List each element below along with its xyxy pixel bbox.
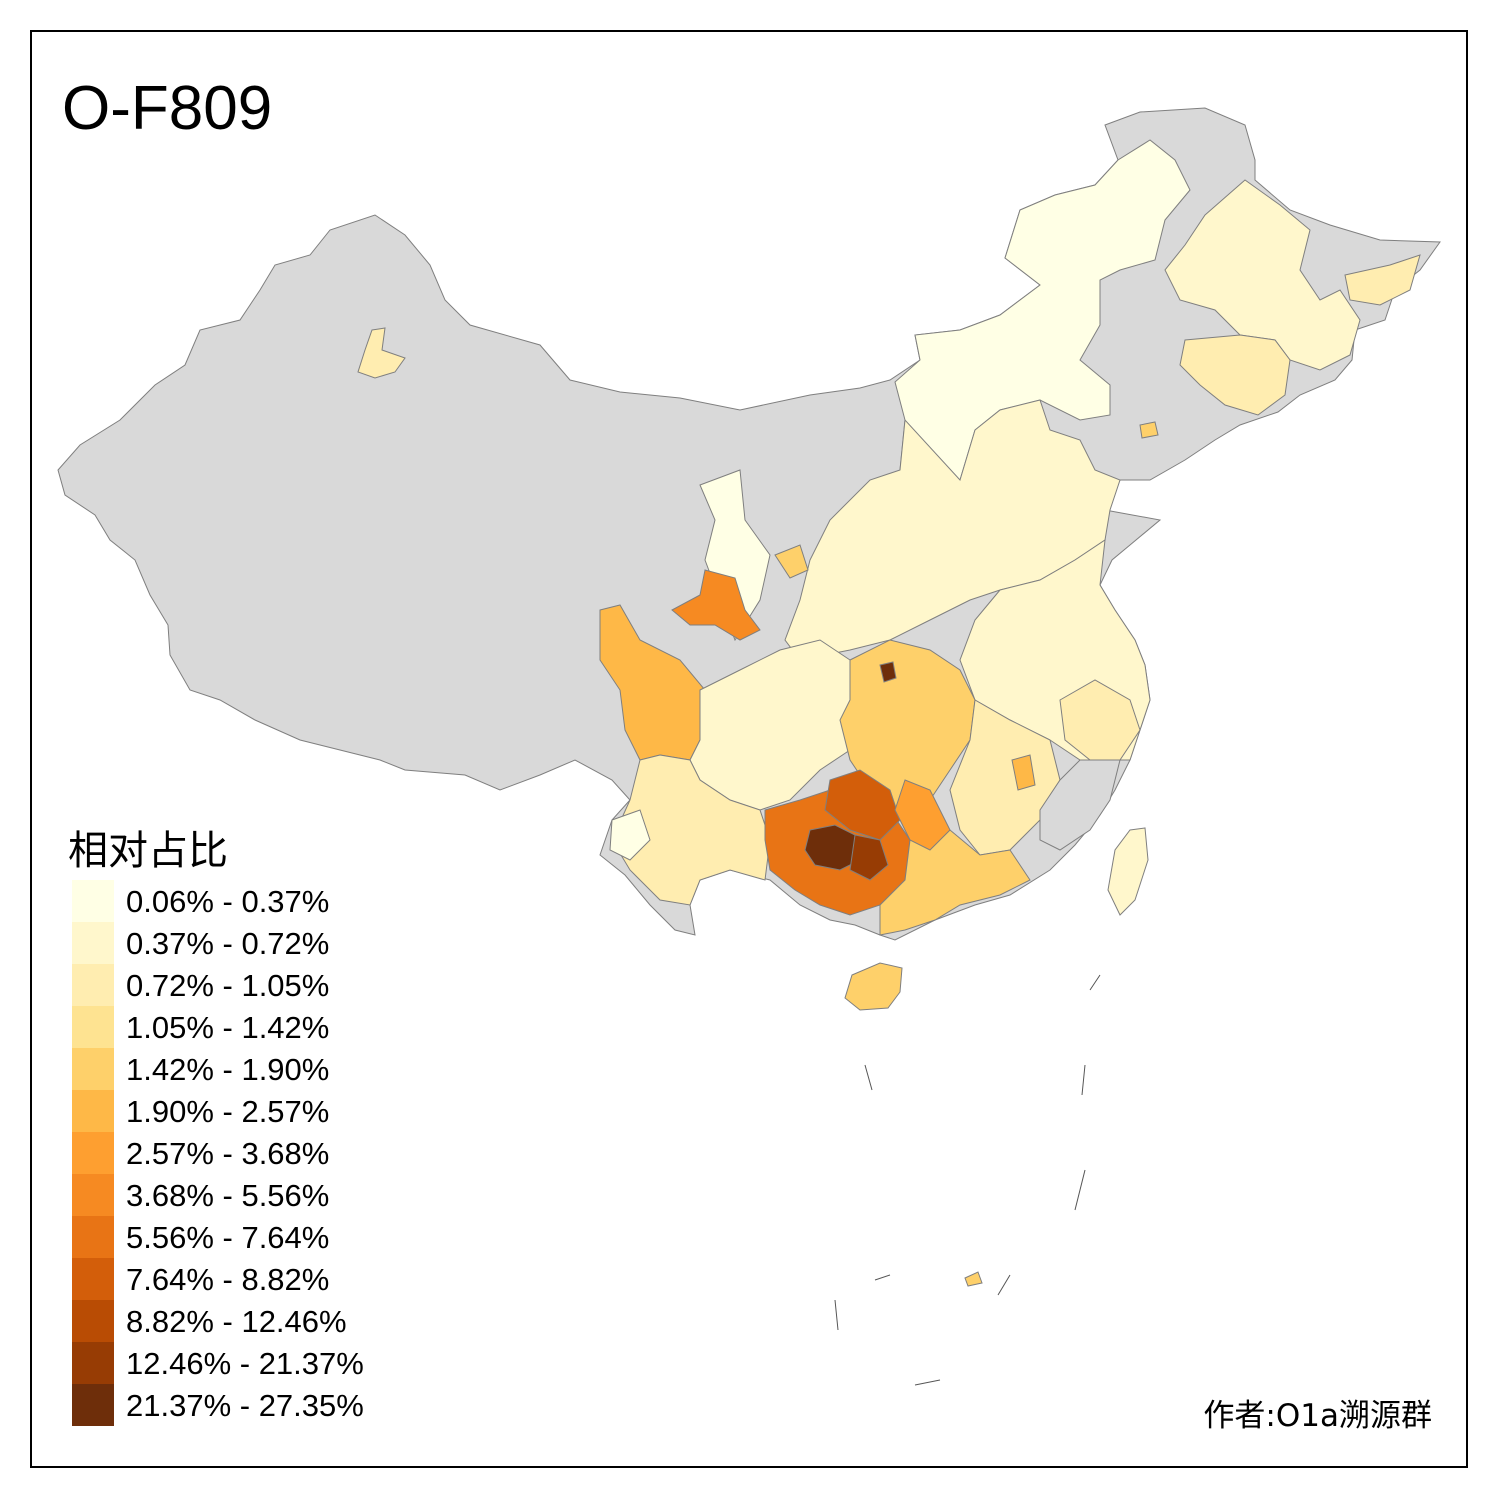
legend-swatch — [72, 1048, 114, 1090]
legend-label: 7.64% - 8.82% — [126, 1262, 330, 1297]
legend-row: 21.37% - 27.35% — [72, 1384, 412, 1426]
legend-row: 7.64% - 8.82% — [72, 1258, 412, 1300]
legend-row: 0.37% - 0.72% — [72, 922, 412, 964]
legend-swatch — [72, 880, 114, 922]
legend-label: 21.37% - 27.35% — [126, 1388, 364, 1423]
yunnan-southwest — [609, 809, 651, 861]
legend-swatch — [72, 1006, 114, 1048]
zhejiang-region — [1059, 679, 1141, 761]
east-rim-region — [1344, 254, 1421, 306]
jiangxi-spot — [1011, 754, 1036, 791]
legend-label: 0.06% - 0.37% — [126, 884, 330, 919]
legend-label: 1.90% - 2.57% — [126, 1094, 330, 1129]
legend-row: 8.82% - 12.46% — [72, 1300, 412, 1342]
legend-label: 1.05% - 1.42% — [126, 1010, 330, 1045]
legend-label: 8.82% - 12.46% — [126, 1304, 347, 1339]
legend-row: 12.46% - 21.37% — [72, 1342, 412, 1384]
legend-row: 0.06% - 0.37% — [72, 880, 412, 922]
legend-label: 2.57% - 3.68% — [126, 1136, 330, 1171]
legend-swatch — [72, 1300, 114, 1342]
legend-swatch — [72, 964, 114, 1006]
legend-swatch — [72, 1258, 114, 1300]
legend: 0.06% - 0.37% 0.37% - 0.72% 0.72% - 1.05… — [72, 880, 412, 1426]
legend-row: 1.90% - 2.57% — [72, 1090, 412, 1132]
legend-swatch — [72, 1174, 114, 1216]
legend-label: 12.46% - 21.37% — [126, 1346, 364, 1381]
northeast-region — [894, 139, 1191, 481]
heilongjiang-region — [1164, 179, 1361, 371]
jilin-region — [1179, 334, 1291, 416]
henan-spot — [879, 661, 897, 683]
liaoning-spot — [1139, 421, 1159, 439]
legend-swatch — [72, 1342, 114, 1384]
central-region — [839, 639, 976, 811]
ningxia-spot — [774, 544, 809, 579]
south-sea-spot — [964, 1271, 983, 1287]
legend-swatch — [72, 1216, 114, 1258]
legend-swatch — [72, 1090, 114, 1132]
legend-row: 1.05% - 1.42% — [72, 1006, 412, 1048]
legend-label: 0.37% - 0.72% — [126, 926, 330, 961]
legend-row: 0.72% - 1.05% — [72, 964, 412, 1006]
legend-row: 2.57% - 3.68% — [72, 1132, 412, 1174]
legend-swatch — [72, 922, 114, 964]
legend-swatch — [72, 1384, 114, 1426]
legend-label: 5.56% - 7.64% — [126, 1220, 330, 1255]
legend-swatch — [72, 1132, 114, 1174]
legend-row: 1.42% - 1.90% — [72, 1048, 412, 1090]
guangxi-east — [824, 769, 901, 841]
guangxi-core-east — [849, 834, 889, 881]
map-title: O-F809 — [62, 74, 273, 143]
legend-title: 相对占比 — [68, 828, 228, 874]
legend-row: 5.56% - 7.64% — [72, 1216, 412, 1258]
fujian-region — [1039, 759, 1121, 851]
author-credit: 作者:O1a溯源群 — [1203, 1398, 1432, 1434]
hainan-region — [844, 962, 903, 1011]
legend-label: 3.68% - 5.56% — [126, 1178, 330, 1213]
taiwan-region — [1107, 827, 1149, 916]
south-sea-islands — [834, 974, 1101, 1386]
legend-label: 1.42% - 1.90% — [126, 1052, 330, 1087]
xinjiang-spot — [357, 327, 406, 379]
guangdong-west — [894, 779, 951, 851]
legend-row: 3.68% - 5.56% — [72, 1174, 412, 1216]
legend-label: 0.72% - 1.05% — [126, 968, 330, 1003]
qinghai-patch — [671, 569, 761, 641]
guangdong-region — [879, 829, 1031, 936]
guangxi-core — [804, 824, 861, 871]
